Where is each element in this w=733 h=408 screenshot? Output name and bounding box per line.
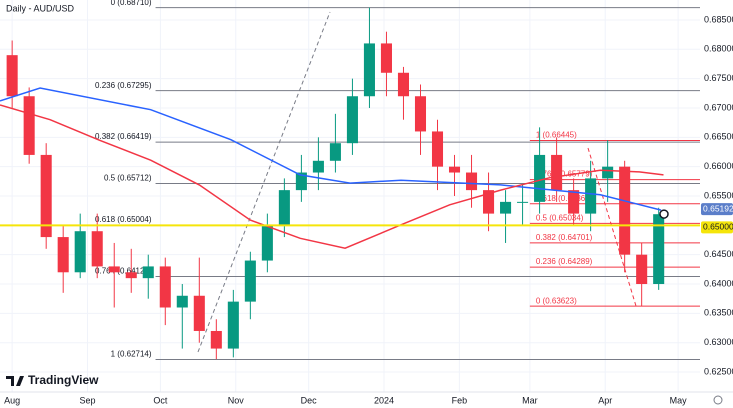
fib-label: 0.5 (0.65034) (536, 213, 584, 222)
brand-name: TradingView (28, 373, 99, 387)
candles (6, 7, 665, 360)
fib-label: 1 (0.66445) (536, 131, 577, 140)
price-marker (659, 209, 669, 219)
candle-body (6, 55, 18, 97)
fib-label: 0.236 (0.67295) (95, 81, 152, 90)
candle-body (363, 43, 375, 97)
fib-label: 0.618 (0.65367) (536, 194, 593, 203)
candle-body (244, 260, 256, 302)
candle-body (380, 43, 392, 73)
moving-averages (0, 87, 664, 249)
price-lines (0, 209, 700, 227)
grid (0, 0, 700, 392)
candle-body (108, 266, 120, 273)
candle-body (448, 166, 461, 173)
candle-body (517, 201, 529, 203)
candle-body (125, 272, 137, 279)
candle-body (551, 154, 563, 191)
price-tag-label: 0.65192 (703, 203, 733, 213)
chart-title: Daily - AUD/USD (6, 3, 75, 13)
candle-body (483, 190, 495, 214)
candle-body (176, 295, 188, 308)
candle-body (653, 214, 665, 285)
x-tick-label: Nov (228, 395, 245, 405)
candle-body (210, 330, 222, 349)
brand-icon (6, 376, 24, 386)
price-tag (701, 203, 733, 216)
fib-label: 0.382 (0.64701) (536, 233, 593, 242)
x-tick-label: 2024 (374, 395, 394, 405)
candle-body (414, 96, 427, 132)
candle-body (40, 154, 52, 238)
candle-body (74, 231, 86, 273)
candle-body (91, 231, 103, 267)
candle-body (295, 172, 307, 191)
candle-body (585, 178, 597, 214)
x-tick-label: Oct (153, 395, 168, 405)
candle-body (278, 190, 290, 226)
candle-body (159, 266, 171, 308)
fib-label: 0.236 (0.64289) (536, 257, 593, 266)
trend-line (197, 11, 331, 353)
candle-body (397, 72, 410, 97)
candle-body (636, 254, 648, 285)
candle-body (619, 166, 631, 255)
candle-body (312, 160, 324, 173)
candle-body (500, 201, 512, 214)
fib-label: 0.5 (0.65712) (104, 174, 152, 183)
candle-body (142, 266, 154, 279)
fib-label: 0 (0.68710) (111, 0, 152, 7)
price-tag-label: 0.65000 (703, 222, 733, 232)
x-tick-label: May (670, 395, 688, 405)
moving-average (0, 104, 664, 249)
y-tick-label: 0.62500 (704, 366, 733, 376)
x-tick-label: Apr (598, 395, 612, 405)
price-axis (700, 0, 733, 392)
candle-body (534, 154, 546, 202)
x-tick-label: Feb (452, 395, 468, 405)
x-tick-label: Mar (522, 395, 538, 405)
fib-label: 0.764 (0.65779) (536, 170, 593, 179)
fib-label: 0.618 (0.65004) (95, 215, 152, 224)
candle-body (346, 96, 358, 144)
brand-logo: TradingView (6, 373, 99, 387)
x-tick-label: Dec (301, 395, 318, 405)
settings-icon[interactable] (713, 395, 723, 405)
candle-body (568, 190, 580, 214)
fib-label: 0.382 (0.66419) (95, 132, 152, 141)
candle-body (431, 131, 444, 167)
candle-body (465, 172, 478, 191)
candle-body (602, 166, 614, 179)
fib-label: 0.764 (0.64129) (95, 267, 152, 276)
fib-label: 1 (0.62714) (111, 350, 152, 359)
candle-body (227, 301, 239, 349)
x-tick-label: Sep (79, 395, 95, 405)
candle-body (261, 225, 273, 261)
candle-body (193, 295, 205, 331)
candle-body (23, 96, 35, 155)
price-tag (701, 221, 733, 234)
moving-average (0, 87, 662, 211)
candle-body (329, 143, 341, 161)
candle-body (57, 237, 69, 273)
fib-label: 0 (0.63623) (536, 296, 577, 305)
x-tick-label: Aug (4, 395, 20, 405)
